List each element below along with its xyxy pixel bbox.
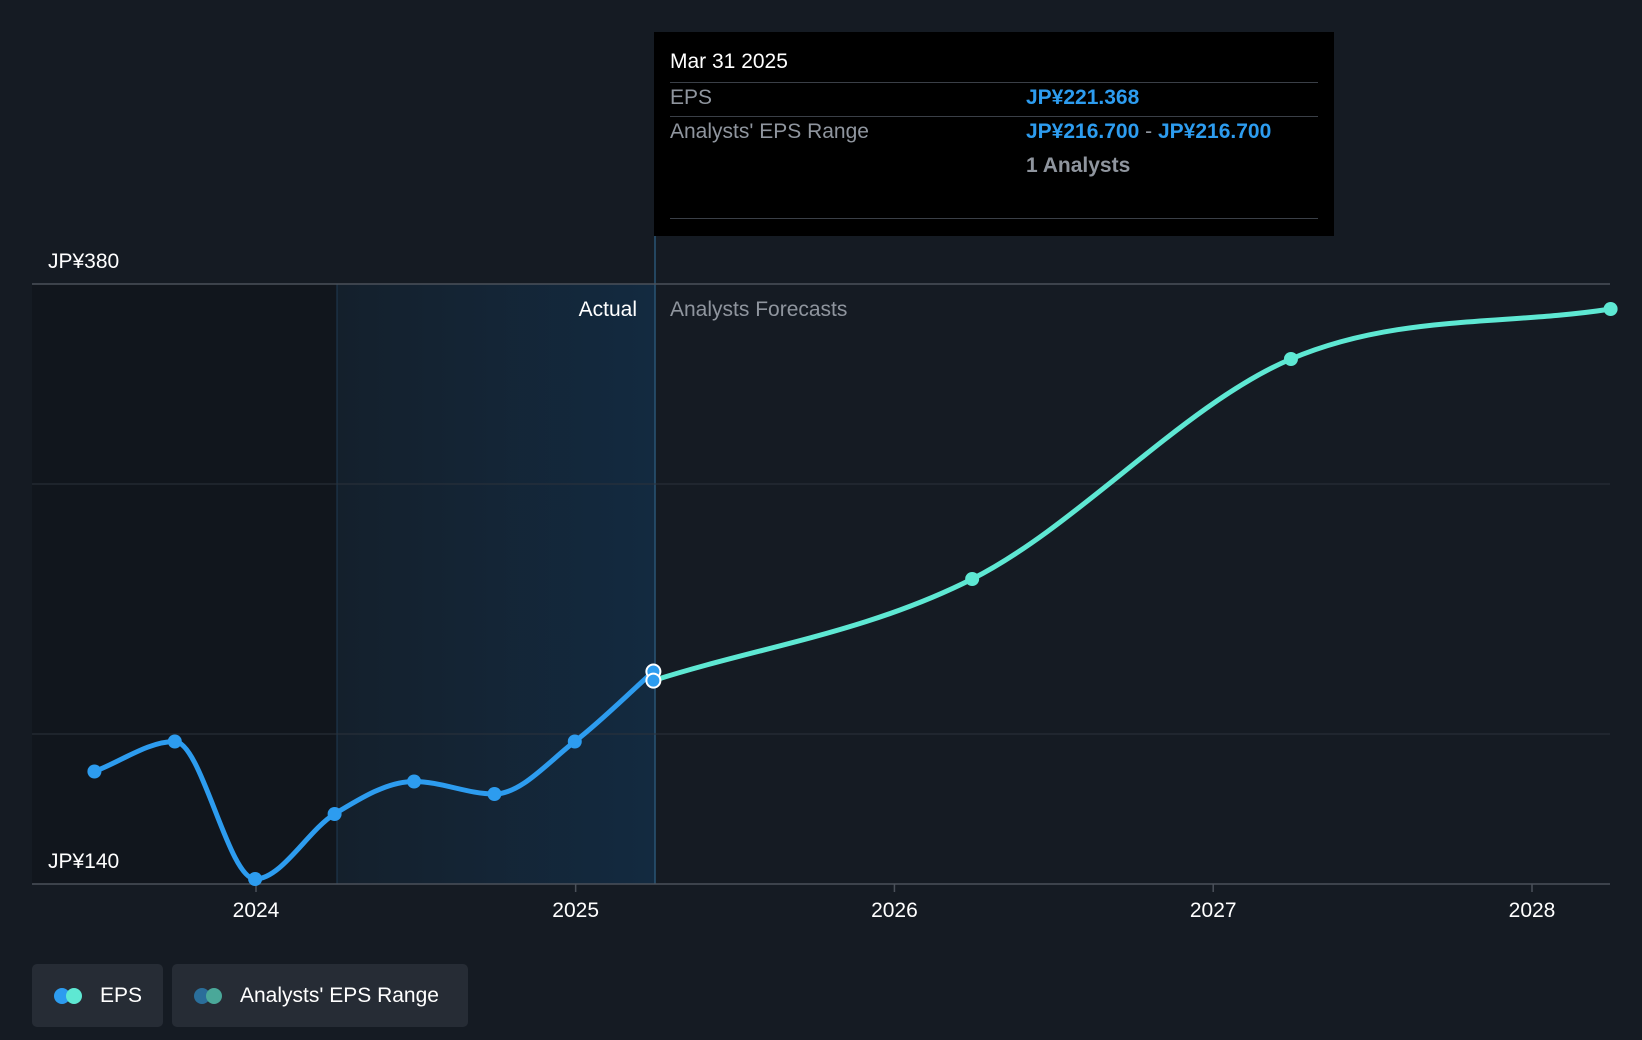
x-axis-ticks: 2024 2025 2026 2027 2028 [233, 884, 1556, 922]
eps-actual-point[interactable] [487, 787, 502, 801]
tooltip-analysts-count: 1 Analysts [1026, 154, 1131, 177]
eps-lines [91, 306, 1614, 882]
y-axis-top-label: JP¥380 [48, 250, 119, 273]
past-region-shade [32, 284, 337, 884]
tooltip-range-value: JP¥216.700 - JP¥216.700 [1026, 120, 1271, 144]
eps-points [87, 302, 1618, 886]
tooltip-divider [670, 218, 1318, 219]
eps-forecast-point[interactable] [1603, 302, 1618, 316]
x-tick-label: 2026 [871, 899, 918, 922]
legend-item-eps-range[interactable]: Analysts' EPS Range [172, 964, 468, 1027]
legend-eps-range-label: Analysts' EPS Range [240, 983, 439, 1007]
y-axis-bottom-label: JP¥140 [48, 850, 119, 873]
tooltip-eps-value: JP¥221.368 [1026, 86, 1140, 109]
tooltip-range-label: Analysts' EPS Range [670, 120, 869, 143]
eps-actual-point[interactable] [167, 734, 182, 749]
eps-actual-point[interactable] [327, 807, 342, 821]
eps-actual-point[interactable] [87, 764, 102, 779]
eps-forecast-point[interactable] [965, 572, 980, 586]
tooltip-divider [670, 82, 1318, 83]
tooltip-range-high: JP¥216.700 [1157, 120, 1272, 143]
eps-forecast-line [650, 306, 1614, 684]
forecast-region-label: Analysts Forecasts [670, 298, 847, 321]
x-tick-label: 2025 [552, 899, 599, 922]
actual-region-label: Actual [579, 298, 637, 321]
legend-item-eps[interactable]: EPS [32, 964, 163, 1027]
eps-legend-icon [54, 987, 86, 1004]
x-tick-label: 2024 [233, 899, 280, 922]
eps-tooltip: Mar 31 2025 EPS JP¥221.368 Analysts' EPS… [654, 32, 1334, 236]
x-tick-label: 2028 [1509, 899, 1556, 922]
x-tick-label: 2027 [1190, 899, 1237, 922]
tooltip-eps-label: EPS [670, 86, 713, 109]
eps-actual-line [91, 669, 656, 882]
eps-range-legend-icon [194, 987, 226, 1004]
eps-forecast-point[interactable] [1283, 352, 1298, 366]
tooltip-date: Mar 31 2025 [670, 50, 788, 73]
tooltip-range-low: JP¥216.700 [1026, 120, 1140, 143]
legend-eps-label: EPS [100, 983, 143, 1007]
eps-highlight-point[interactable] [645, 672, 662, 689]
tooltip-divider [670, 116, 1318, 117]
eps-actual-point[interactable] [407, 774, 422, 789]
range-forecast-dot-icon [206, 987, 222, 1004]
eps-actual-point[interactable] [248, 872, 263, 886]
eps-forecast-dot-icon [66, 987, 82, 1004]
eps-actual-point[interactable] [567, 734, 582, 749]
tooltip-range-separator: - [1145, 120, 1153, 143]
